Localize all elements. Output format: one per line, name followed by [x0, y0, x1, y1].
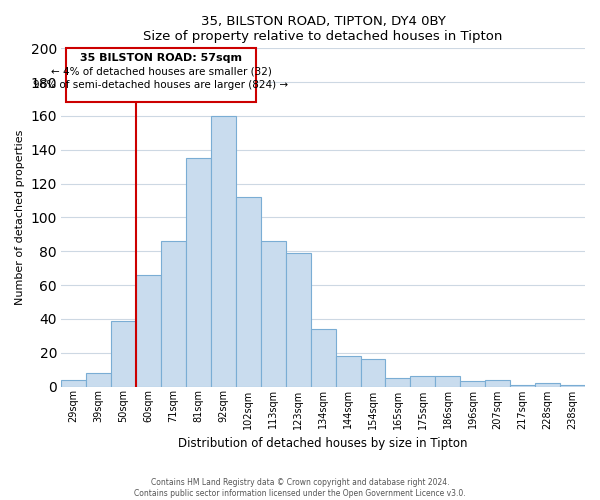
Y-axis label: Number of detached properties: Number of detached properties	[15, 130, 25, 305]
Bar	[161, 241, 186, 386]
Bar	[186, 158, 211, 386]
Bar	[436, 376, 460, 386]
Bar	[385, 378, 410, 386]
Bar	[460, 382, 485, 386]
Text: Contains HM Land Registry data © Crown copyright and database right 2024.
Contai: Contains HM Land Registry data © Crown c…	[134, 478, 466, 498]
Bar	[361, 360, 385, 386]
Text: 35 BILSTON ROAD: 57sqm: 35 BILSTON ROAD: 57sqm	[80, 54, 242, 64]
Bar	[211, 116, 236, 386]
Bar	[136, 275, 161, 386]
Bar	[236, 197, 261, 386]
Bar	[410, 376, 436, 386]
Bar	[560, 385, 585, 386]
Bar	[111, 320, 136, 386]
X-axis label: Distribution of detached houses by size in Tipton: Distribution of detached houses by size …	[178, 437, 468, 450]
FancyBboxPatch shape	[66, 48, 256, 102]
Title: 35, BILSTON ROAD, TIPTON, DY4 0BY
Size of property relative to detached houses i: 35, BILSTON ROAD, TIPTON, DY4 0BY Size o…	[143, 15, 503, 43]
Bar	[510, 385, 535, 386]
Bar	[61, 380, 86, 386]
Bar	[311, 329, 335, 386]
Bar	[261, 241, 286, 386]
Bar	[335, 356, 361, 386]
Bar	[535, 383, 560, 386]
Bar	[286, 253, 311, 386]
Text: ← 4% of detached houses are smaller (32): ← 4% of detached houses are smaller (32)	[50, 67, 271, 77]
Bar	[86, 373, 111, 386]
Bar	[485, 380, 510, 386]
Text: 96% of semi-detached houses are larger (824) →: 96% of semi-detached houses are larger (…	[34, 80, 289, 90]
